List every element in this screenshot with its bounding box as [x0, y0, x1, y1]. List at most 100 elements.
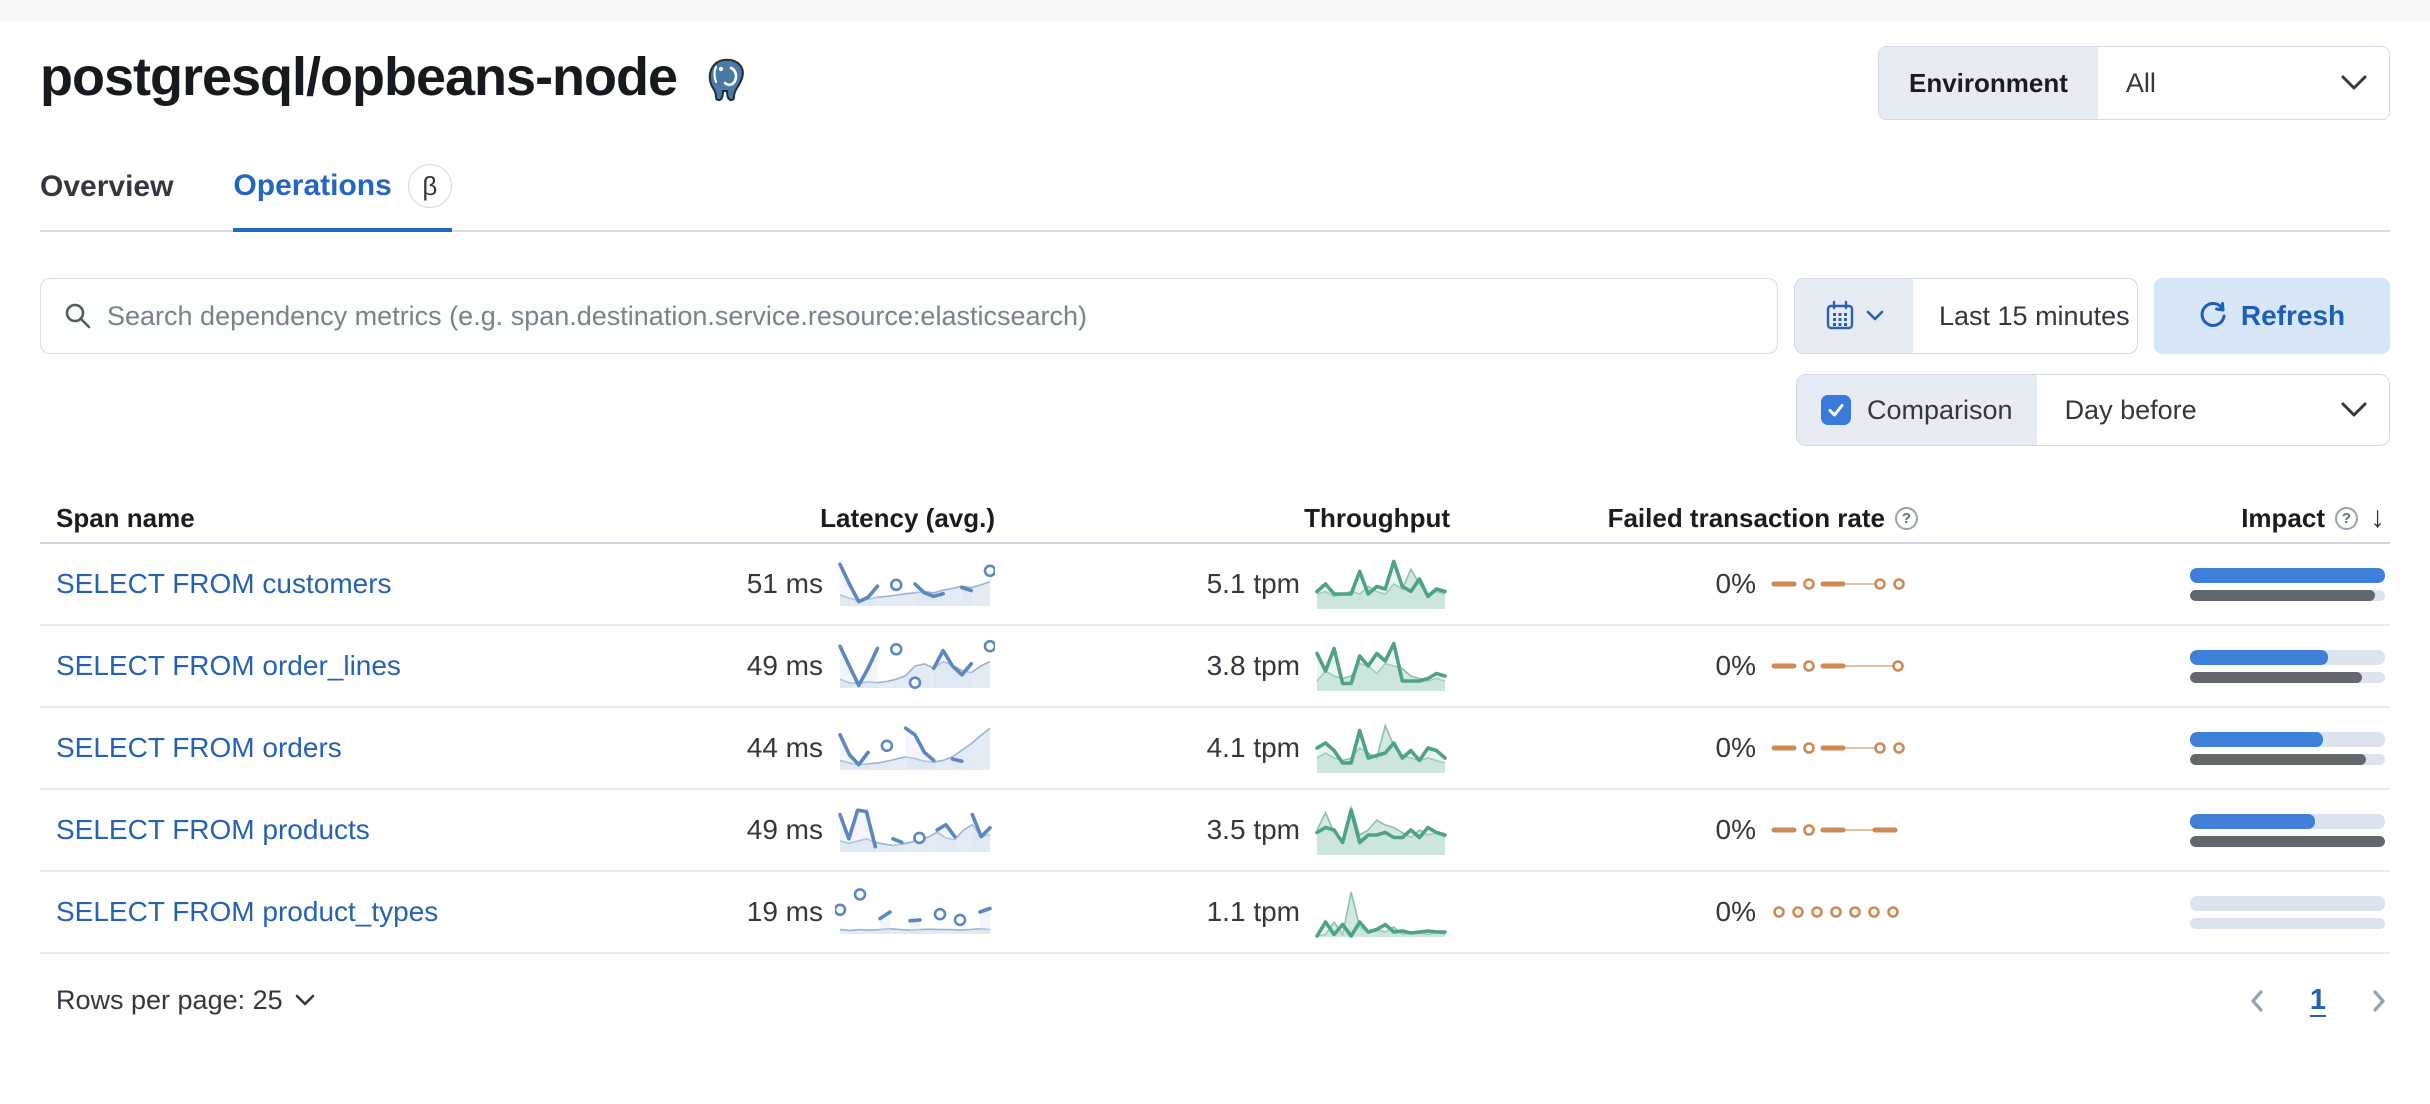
comparison-row: Comparison Day before	[40, 374, 2390, 446]
sort-desc-icon[interactable]: ↓	[2370, 501, 2385, 534]
table-row: SELECT FROM customers 51 ms 5.1 tpm 0%	[40, 544, 2390, 626]
throughput-cell-value: 3.8 tpm	[1206, 650, 1300, 681]
quick-select-button[interactable]	[1795, 279, 1913, 353]
latency-cell-value: 51 ms	[746, 568, 823, 599]
latency-sparkline	[835, 888, 992, 934]
pagination: 1	[2246, 984, 2390, 1017]
throughput-sparkline	[1315, 804, 1447, 855]
failed-rate-cell-value: 0%	[1715, 896, 1756, 927]
calendar-icon	[1826, 300, 1854, 330]
span-name-cell: SELECT FROM order_lines	[40, 650, 695, 682]
latency-cell: 44 ms	[695, 721, 995, 775]
latency-cell: 51 ms	[695, 557, 995, 611]
impact-bar-previous-track	[2190, 835, 2385, 847]
comparison-select[interactable]: Day before	[2036, 375, 2389, 445]
throughput-cell: 1.1 tpm	[995, 882, 1450, 942]
failed-rate-cell-value: 0%	[1715, 732, 1756, 763]
column-header-throughput[interactable]: Throughput	[995, 503, 1450, 534]
column-header-impact[interactable]: Impact ? ↓	[1923, 501, 2390, 535]
latency-cell-value: 44 ms	[746, 732, 823, 763]
impact-bar-current-track	[2190, 895, 2385, 911]
failed-rate-sparkline	[1771, 742, 1905, 754]
check-icon	[1828, 404, 1844, 417]
span-name-cell: SELECT FROM product_types	[40, 896, 695, 928]
throughput-cell-value: 5.1 tpm	[1206, 568, 1300, 599]
span-name-link[interactable]: SELECT FROM orders	[56, 732, 342, 763]
latency-sparkline	[838, 639, 995, 690]
help-icon[interactable]: ?	[1895, 506, 1918, 530]
throughput-cell: 3.5 tpm	[995, 800, 1450, 860]
throughput-sparkline	[1315, 641, 1447, 691]
failed-rate-cell-value: 0%	[1715, 568, 1756, 599]
latency-sparkline	[838, 808, 992, 852]
impact-bar-previous-track	[2190, 753, 2385, 765]
search-icon	[65, 303, 91, 329]
tab-operations[interactable]: Operations β	[233, 164, 452, 232]
column-header-failed-rate-label: Failed transaction rate	[1607, 502, 1885, 533]
latency-cell-value: 49 ms	[746, 650, 823, 681]
impact-bar-previous-track	[2190, 671, 2385, 683]
top-strip	[0, 0, 2430, 22]
failed-rate-cell: 0%	[1450, 731, 1923, 765]
impact-bar-previous	[2190, 671, 2362, 683]
impact-bar-previous-track	[2190, 589, 2385, 601]
impact-bars	[2190, 567, 2385, 601]
environment-select[interactable]: Environment All	[1878, 46, 2390, 120]
refresh-icon	[2200, 302, 2226, 327]
time-range-value[interactable]: Last 15 minutes	[1913, 279, 2137, 353]
page-number-1[interactable]: 1	[2309, 984, 2326, 1016]
column-header-span-name[interactable]: Span name	[40, 503, 695, 534]
span-name-cell: SELECT FROM orders	[40, 732, 695, 764]
table-row: SELECT FROM product_types 19 ms 1.1 tpm 0%	[40, 872, 2390, 954]
search-input[interactable]	[107, 300, 1755, 332]
impact-bar-previous	[2190, 589, 2376, 601]
postgresql-logo-icon	[708, 58, 744, 102]
failed-rate-cell: 0%	[1450, 649, 1923, 683]
throughput-cell-value: 4.1 tpm	[1206, 732, 1300, 763]
help-icon[interactable]: ?	[2335, 506, 2358, 530]
refresh-button[interactable]: Refresh	[2154, 278, 2390, 354]
throughput-sparkline	[1315, 723, 1447, 773]
impact-bar-current-track	[2190, 813, 2385, 829]
table-row: SELECT FROM orders 44 ms 4.1 tpm 0%	[40, 708, 2390, 790]
comparison-label: Comparison	[1867, 394, 2013, 425]
operations-table: Span name Latency (avg.) Throughput Fail…	[40, 494, 2390, 954]
impact-bar-current	[2190, 731, 2323, 747]
chevron-down-icon	[2341, 402, 2367, 417]
table-body: SELECT FROM customers 51 ms 5.1 tpm 0% SELEC…	[40, 544, 2390, 954]
impact-bar-current	[2190, 813, 2315, 829]
failed-rate-cell: 0%	[1450, 895, 1923, 929]
rows-per-page-selector[interactable]: Rows per page: 25	[56, 985, 315, 1016]
impact-bars	[2190, 731, 2385, 765]
throughput-cell-value: 1.1 tpm	[1206, 896, 1300, 927]
column-header-latency[interactable]: Latency (avg.)	[695, 503, 995, 534]
impact-cell	[1923, 895, 2390, 929]
tab-overview[interactable]: Overview	[40, 164, 173, 230]
column-header-failed-rate[interactable]: Failed transaction rate ?	[1450, 503, 1923, 534]
latency-cell-value: 49 ms	[746, 814, 823, 845]
tab-overview-label: Overview	[40, 170, 174, 203]
impact-bar-current-track	[2190, 567, 2385, 583]
throughput-sparkline	[1315, 891, 1447, 938]
span-name-link[interactable]: SELECT FROM order_lines	[56, 650, 401, 681]
span-name-link[interactable]: SELECT FROM customers	[56, 568, 392, 599]
time-range-picker: Last 15 minutes	[1794, 278, 2138, 354]
comparison-select-value: Day before	[2064, 394, 2197, 425]
failed-rate-sparkline	[1771, 578, 1905, 590]
failed-rate-sparkline	[1771, 824, 1898, 836]
comparison-checkbox[interactable]	[1821, 395, 1851, 425]
throughput-cell: 4.1 tpm	[995, 718, 1450, 778]
next-page-icon[interactable]	[2368, 988, 2390, 1014]
failed-rate-cell: 0%	[1450, 813, 1923, 847]
span-name-link[interactable]: SELECT FROM products	[56, 814, 370, 845]
latency-sparkline	[838, 562, 995, 606]
table-header-row: Span name Latency (avg.) Throughput Fail…	[40, 494, 2390, 544]
environment-select-value: All	[2125, 67, 2156, 98]
throughput-cell: 3.8 tpm	[995, 636, 1450, 696]
previous-page-icon[interactable]	[2246, 988, 2268, 1014]
column-header-span-name-label: Span name	[56, 502, 195, 533]
impact-bar-current	[2190, 567, 2385, 583]
chevron-down-icon	[295, 994, 314, 1006]
span-name-link[interactable]: SELECT FROM product_types	[56, 896, 439, 927]
column-header-impact-label: Impact	[2241, 502, 2325, 533]
